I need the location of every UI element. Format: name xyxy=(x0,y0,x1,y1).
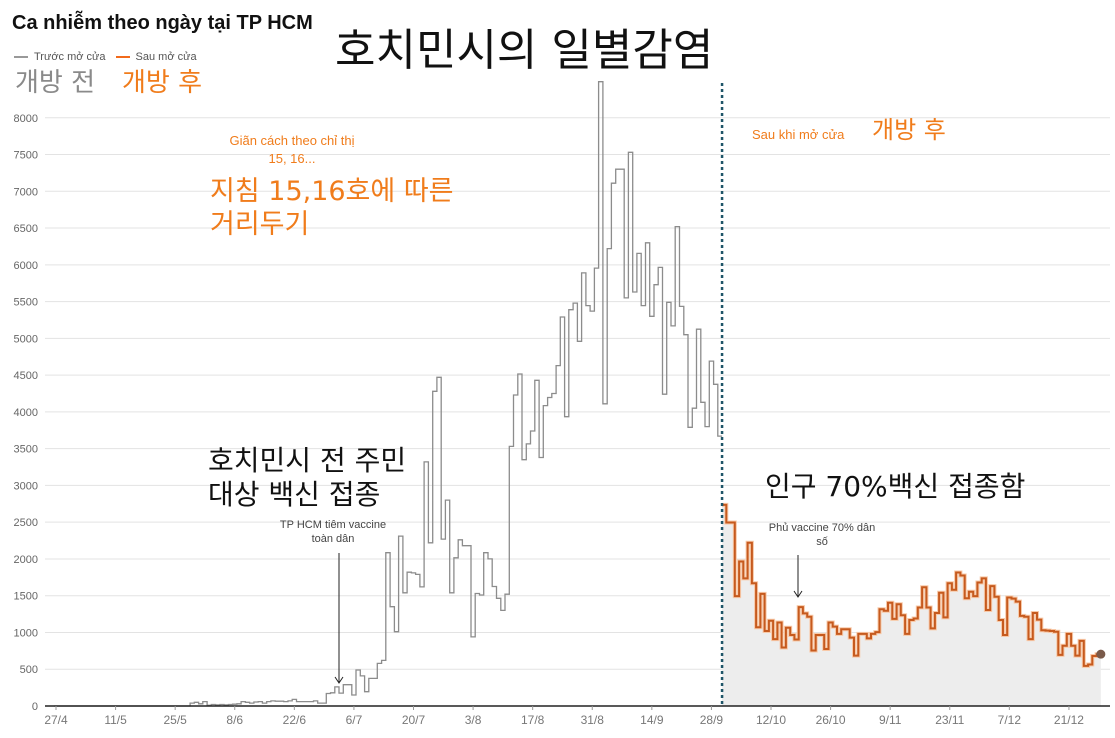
x-tick-label: 26/10 xyxy=(816,713,846,727)
overlay-korean-vaccine-line1: 호치민시 전 주민 xyxy=(208,444,407,477)
x-tick-label: 9/11 xyxy=(879,713,902,727)
y-tick-label: 500 xyxy=(20,664,38,676)
overlay-korean-vaccine-line2: 대상 백신 접종 xyxy=(208,478,381,511)
annotation-distancing: Giãn cách theo chỉ thị 15, 16... xyxy=(212,132,372,168)
annotation-distancing-line2: 15, 16... xyxy=(268,151,316,166)
overlay-korean-distancing: 지침 15,16호에 따른 거리두기 xyxy=(210,175,454,241)
y-tick-label: 1500 xyxy=(14,591,38,603)
y-gridlines xyxy=(45,117,1110,670)
legend-label-after: Sau mở cửa xyxy=(135,51,197,63)
y-tick-label: 4500 xyxy=(14,370,38,382)
y-tick-label: 5500 xyxy=(14,297,38,309)
y-tick-label: 2000 xyxy=(14,554,38,566)
overlay-korean-after: 개방 후 xyxy=(122,68,203,98)
annotation-seventy: Phủ vaccine 70% dân số xyxy=(752,521,892,549)
x-tick-label: 6/7 xyxy=(346,713,363,727)
y-tick-label: 1000 xyxy=(14,627,38,639)
legend-label-before: Trước mở cửa xyxy=(34,51,106,63)
annotation-seventy-line1: Phủ vaccine 70% dân xyxy=(768,522,876,534)
legend: Trước mở cửa Sau mở cửa xyxy=(14,51,197,63)
y-tick-label: 7000 xyxy=(14,186,38,198)
annotation-distancing-line1: Giãn cách theo chỉ thị xyxy=(229,133,355,148)
x-tick-label: 23/11 xyxy=(935,713,964,727)
x-tick-label: 7/12 xyxy=(998,713,1022,727)
overlay-korean-vaccine: 호치민시 전 주민 대상 백신 접종 xyxy=(208,444,406,512)
y-tick-label: 6500 xyxy=(14,223,38,235)
x-tick-label: 28/9 xyxy=(700,713,724,727)
x-tick-label: 25/5 xyxy=(163,713,187,727)
y-tick-label: 6000 xyxy=(14,260,38,272)
overlay-korean-seventy: 인구 70%백신 접종함 xyxy=(765,470,1026,503)
series-line-before-reopen xyxy=(53,81,723,707)
y-tick-label: 3000 xyxy=(14,480,38,492)
annotation-after-reopen: Sau khi mở cửa xyxy=(752,127,845,142)
overlay-korean-distancing-line1: 지침 15,16호에 따른 xyxy=(210,176,454,207)
y-tick-label: 2500 xyxy=(14,517,38,529)
y-tick-label: 8000 xyxy=(14,113,38,125)
annotation-vaccine-line1: TP HCM tiêm vaccine xyxy=(279,519,387,531)
overlay-korean-after-reopen: 개방 후 xyxy=(872,116,946,144)
x-tick-label: 8/6 xyxy=(226,713,243,727)
x-tick-label: 31/8 xyxy=(581,713,605,727)
y-tick-label: 0 xyxy=(32,701,38,713)
last-point-dot xyxy=(1096,649,1106,659)
x-tick-label: 11/5 xyxy=(104,713,127,727)
legend-swatch-before xyxy=(14,56,28,58)
y-tick-label: 7500 xyxy=(14,150,38,162)
series-line-after-reopen xyxy=(722,503,1101,667)
y-tick-label: 4000 xyxy=(14,407,38,419)
x-tick-label: 14/9 xyxy=(640,713,664,727)
x-tick-label: 12/10 xyxy=(756,713,786,727)
annotation-arrow-seventy xyxy=(793,555,803,598)
x-tick-label: 22/6 xyxy=(283,713,307,727)
x-tick-label: 17/8 xyxy=(521,713,545,727)
chart-title: Ca nhiễm theo ngày tại TP HCM xyxy=(12,12,313,34)
annotation-arrow-vaccine xyxy=(334,553,344,684)
overlay-korean-distancing-line2: 거리두기 xyxy=(210,209,310,240)
y-tick-label: 3500 xyxy=(14,444,38,456)
y-axis-ticks: 0 500 1000 1500 2000 2500 3000 3500 4000 4500 5000… xyxy=(14,113,38,713)
overlay-korean-before: 개방 전 xyxy=(15,68,96,98)
after-reopen-area-fill xyxy=(722,504,1101,706)
overlay-korean-title: 호치민시의 일별감염 xyxy=(335,25,714,76)
x-tick-label: 21/12 xyxy=(1054,713,1084,727)
annotation-vaccine: TP HCM tiêm vaccine toàn dân xyxy=(263,518,403,546)
x-axis-ticks: 27/4 11/5 25/5 8/6 22/6 6/7 20/7 3/8 17/8 31/8 14/… xyxy=(44,706,1084,727)
x-tick-label: 27/4 xyxy=(44,713,68,727)
y-tick-label: 5000 xyxy=(14,333,38,345)
legend-swatch-after xyxy=(115,56,130,58)
x-tick-label: 20/7 xyxy=(402,713,426,727)
annotation-vaccine-line2: toàn dân xyxy=(311,533,355,545)
annotation-seventy-line2: số xyxy=(816,536,828,548)
x-tick-label: 3/8 xyxy=(465,713,482,727)
